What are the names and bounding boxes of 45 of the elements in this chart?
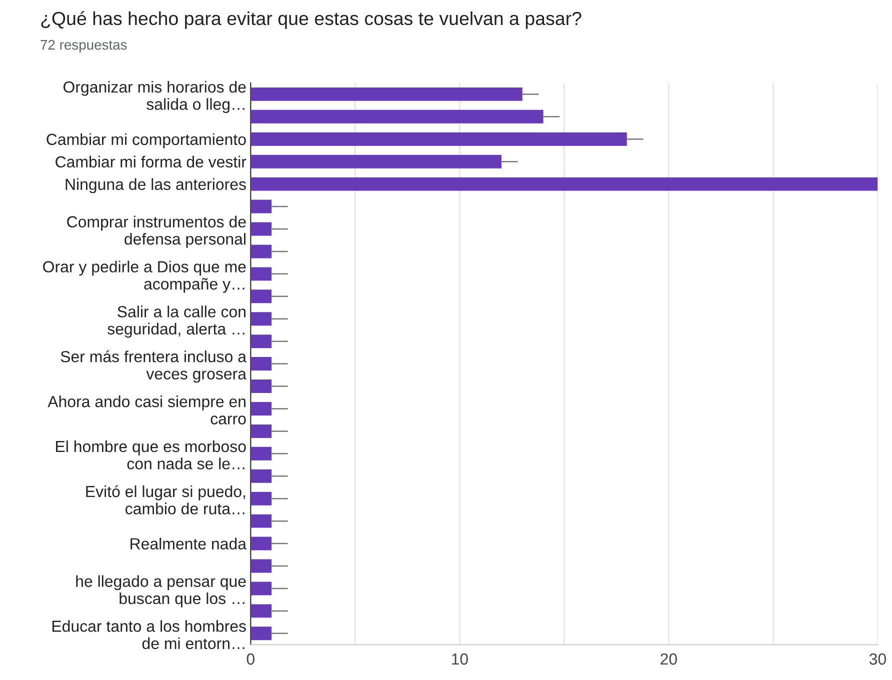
y-tick-label: Cambiar mi forma de vestir: [56, 156, 246, 168]
bar: [250, 267, 272, 281]
bar: [250, 446, 272, 460]
bar: [250, 559, 272, 573]
text: 72 respuestas: [40, 40, 127, 52]
y-tick-label: Realmente nada: [130, 538, 246, 550]
bar: [250, 357, 272, 371]
bar: [250, 334, 272, 348]
x-tick-label: 0: [246, 653, 254, 665]
bar: [250, 469, 272, 483]
bar: [250, 222, 272, 236]
bar: [250, 514, 272, 528]
bar: [250, 626, 272, 640]
y-tick-label: Ahora ando casi siempre en carro: [48, 396, 246, 424]
chart-title: ¿Qué has hecho para evitar que estas cosas te vuelvan a pasar?: [41, 11, 582, 29]
y-tick-label: Cambiar mi comportamiento: [46, 133, 246, 148]
bar: [250, 582, 272, 596]
bar: [250, 424, 272, 438]
bar: [250, 87, 522, 101]
bar: [250, 154, 502, 168]
bar: [250, 380, 272, 394]
bar: [250, 177, 878, 191]
bar: [250, 244, 272, 258]
bar: [250, 402, 272, 416]
x-tick-label: 20: [660, 653, 677, 665]
x-tick-label: 30: [869, 653, 886, 665]
bar: [250, 312, 272, 326]
bar: [250, 604, 272, 618]
x-tick-label: 10: [452, 653, 468, 665]
bar: [250, 290, 272, 304]
bar: [250, 200, 272, 214]
y-tick-label: Ninguna de las anteriores: [66, 178, 246, 194]
y-tick-label: Comprar instrumentos de defensa personal: [67, 216, 246, 248]
y-tick-label: El hombre que es morboso con nada se le…: [56, 440, 246, 470]
y-tick-label: Evitó el lugar si puedo, cambio de ruta…: [86, 485, 246, 514]
y-tick-label: Salir a la calle con seguridad, alerta …: [108, 306, 246, 338]
bar: [250, 492, 272, 506]
bar: [250, 536, 272, 550]
y-tick-label: Ser más frentera incluso a veces grosera: [60, 350, 246, 383]
y-tick-label: Organizar mis horarios de salida o lleg…: [64, 80, 246, 114]
y-tick-label: Orar y pedirle a Dios que me acompañe y…: [43, 260, 246, 293]
bar: [250, 110, 544, 124]
bar: [250, 132, 627, 146]
y-tick-label: he llegado a pensar que buscan que los …: [76, 575, 246, 608]
y-tick-label: Educar tanto a los hombres de mi entorn…: [52, 620, 246, 650]
